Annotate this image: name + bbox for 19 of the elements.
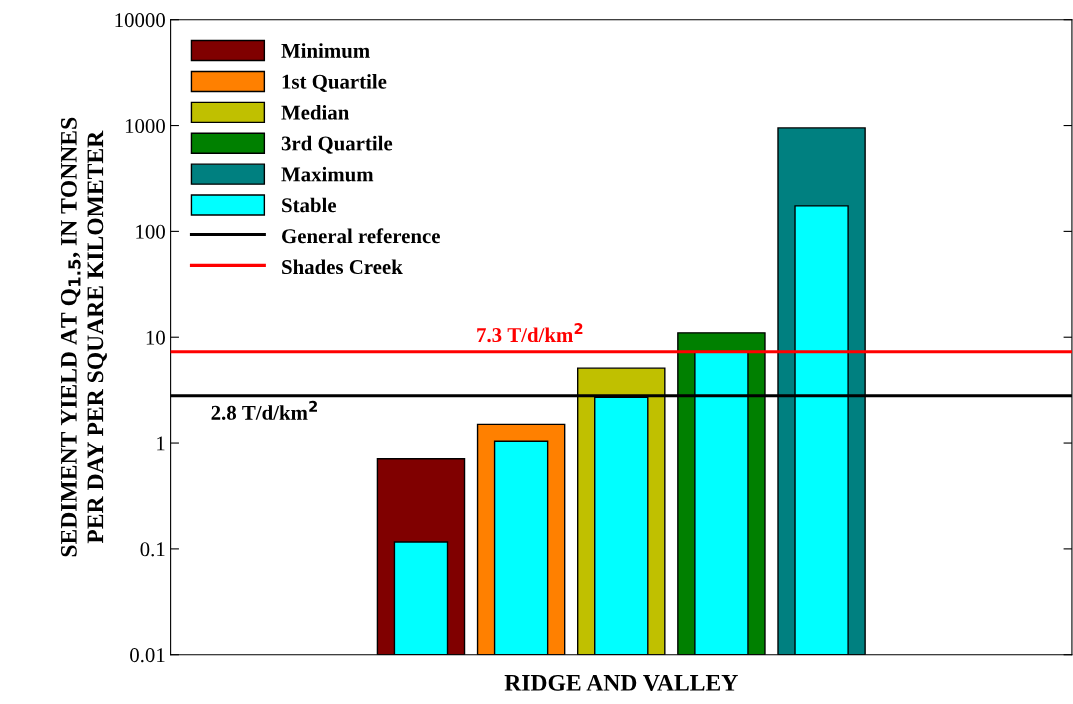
- annotation: 2.8 T/d/km$^{2}$: [211, 400, 317, 420]
- y-tick-label: 1000: [125, 118, 165, 133]
- legend-label: Minimum: [281, 43, 370, 58]
- legend-label: General reference: [282, 228, 440, 244]
- y-tick-label: 10000: [115, 13, 165, 28]
- y-tick-label: 10: [146, 330, 165, 345]
- legend-label: Shades Creek: [282, 259, 403, 275]
- x-axis-title: RIDGE AND VALLEY: [504, 674, 738, 691]
- legend-label: 3rd Quartile: [281, 135, 393, 154]
- y-tick-label: 1: [157, 436, 165, 451]
- y-tick-label: 100: [136, 224, 165, 239]
- legend-label: Stable: [282, 197, 337, 213]
- annotation: 7.3 T/d/km$^{2}$: [477, 323, 583, 343]
- y-tick-label: 0.01: [130, 648, 165, 663]
- legend-label: 1st Quartile: [282, 74, 387, 92]
- legend-label: Median: [281, 104, 349, 120]
- y-tick-label: 0.1: [140, 542, 165, 557]
- legend-label: Maximum: [281, 166, 374, 182]
- y-axis-title: SEDIMENT YIELD AT Q$_{1.5}$, IN TONNES PER DAY PER SQUARE KILOMETER: [60, 117, 107, 557]
